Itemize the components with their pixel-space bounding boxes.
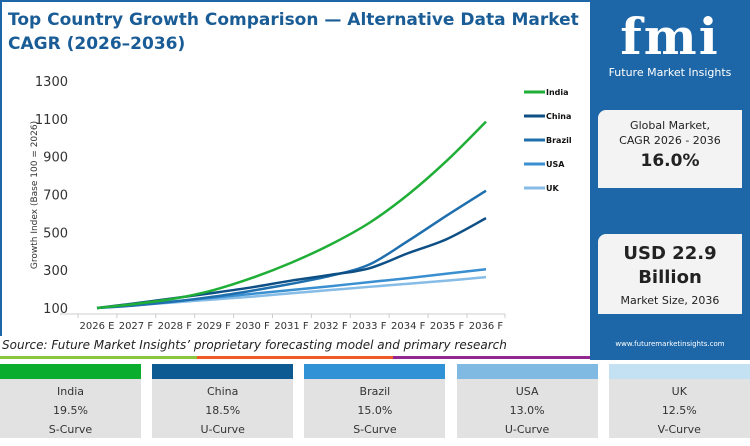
x-tick-label: 2030 F [235, 321, 270, 332]
x-tick-label: 2034 F [391, 321, 426, 332]
market-size-box: USD 22.9 Billion Market Size, 2036 [598, 234, 742, 314]
cagr-label: Global Market, [630, 119, 710, 132]
x-tick-label: 2028 F [158, 321, 193, 332]
card-country: UK [671, 385, 687, 398]
stripe-segment [196, 356, 394, 359]
x-tick-label: 2031 F [274, 321, 309, 332]
country-card-china: China 18.5% U-Curve [152, 364, 294, 438]
y-tick-label: 1100 [35, 113, 68, 128]
cagr-value: 16.0% [640, 151, 700, 171]
x-tick-label: 2035 F [430, 321, 465, 332]
card-color-bar [456, 364, 598, 379]
card-color-bar [304, 364, 446, 379]
y-tick-label: 1300 [35, 75, 68, 90]
legend-label: India [546, 88, 569, 97]
logo-mark: fmi [620, 7, 720, 66]
x-tick-label: 2029 F [197, 321, 232, 332]
country-card-uk: UK 12.5% V-Curve [608, 364, 750, 438]
card-cagr: 18.5% [205, 404, 241, 417]
color-stripe [0, 356, 591, 359]
y-tick-label: 500 [43, 226, 68, 241]
card-curve: S-Curve [48, 423, 93, 436]
line-chart: 100 300 500 700 900 1100 1300 2026 E 2027 F 2028 … [30, 75, 572, 332]
x-tick-label: 2033 F [352, 321, 387, 332]
legend-label: USA [546, 160, 565, 169]
card-country: India [57, 385, 84, 398]
legend-label: UK [546, 184, 559, 193]
side-panel: fmi Future Market Insights Global Market… [590, 0, 750, 360]
logo-subtitle: Future Market Insights [608, 66, 732, 79]
legend-label: China [546, 112, 571, 121]
cagr-box: Global Market, CAGR 2026 - 2036 16.0% [598, 110, 742, 188]
card-color-bar [608, 364, 750, 379]
card-color-bar [0, 364, 141, 379]
card-country: Brazil [359, 385, 391, 398]
card-cagr: 15.0% [357, 404, 393, 417]
y-tick-label: 900 [43, 151, 68, 166]
chart-frame [0, 0, 592, 336]
legend-label: Brazil [546, 136, 572, 145]
market-size-value: USD 22.9 [623, 243, 717, 264]
x-tick-label: 2032 F [313, 321, 348, 332]
x-tick-label: 2036 F [469, 321, 504, 332]
card-country: USA [515, 385, 539, 398]
series-line-india [96, 120, 487, 310]
x-tick-label: 2026 E [80, 321, 115, 332]
stripe-segment [393, 356, 591, 359]
website-link[interactable]: www.futuremarketinsights.com [615, 340, 725, 348]
stripe-segment [0, 356, 197, 359]
chart-title: Top Country Growth Comparison — Alternat… [8, 10, 579, 54]
country-card-india: India 19.5% S-Curve [0, 364, 141, 438]
card-country: China [206, 385, 239, 398]
card-curve: V-Curve [657, 423, 701, 436]
card-color-bar [152, 364, 294, 379]
source-note: Source: Future Market Insights’ propriet… [2, 338, 507, 352]
card-cagr: 13.0% [509, 404, 545, 417]
card-cagr: 19.5% [53, 404, 88, 417]
country-card-brazil: Brazil 15.0% S-Curve [304, 364, 446, 438]
country-card-usa: USA 13.0% U-Curve [456, 364, 598, 438]
y-tick-label: 100 [43, 302, 68, 317]
y-tick-label: 700 [43, 189, 68, 204]
card-curve: U-Curve [504, 423, 550, 436]
y-tick-label: 300 [43, 264, 68, 279]
cagr-period: CAGR 2026 - 2036 [619, 134, 721, 147]
x-tick-label: 2027 F [119, 321, 154, 332]
series-line-brazil [96, 189, 487, 310]
card-curve: S-Curve [353, 423, 397, 436]
card-cagr: 12.5% [661, 404, 697, 417]
fmi-logo: fmi Future Market Insights [590, 7, 750, 80]
market-size-label: Market Size, 2036 [620, 294, 720, 307]
card-curve: U-Curve [200, 423, 245, 436]
y-axis-label: Growth Index (Base 100 = 2026) [30, 121, 40, 269]
market-size-unit: Billion [638, 267, 702, 288]
